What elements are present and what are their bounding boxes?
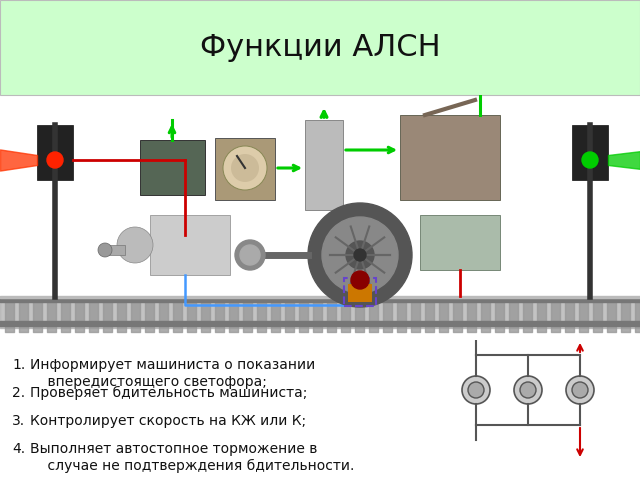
Circle shape (582, 152, 598, 168)
Circle shape (98, 243, 112, 257)
Bar (572, 125, 608, 180)
Text: 1.: 1. (12, 358, 25, 372)
Circle shape (520, 382, 536, 398)
Circle shape (240, 245, 260, 265)
Text: Контролирует скорость на КЖ или К;: Контролирует скорость на КЖ или К; (30, 414, 306, 428)
Circle shape (322, 217, 398, 293)
Bar (344, 278, 376, 306)
Circle shape (235, 240, 265, 270)
Circle shape (351, 271, 369, 289)
Circle shape (566, 376, 594, 404)
Circle shape (354, 249, 366, 261)
Bar (348, 284, 372, 302)
Circle shape (468, 382, 484, 398)
Bar (0, 0, 640, 95)
Circle shape (514, 376, 542, 404)
Bar (305, 120, 343, 210)
Text: 4.: 4. (12, 442, 25, 456)
Text: 3.: 3. (12, 414, 25, 428)
Bar (400, 115, 500, 200)
Circle shape (572, 382, 588, 398)
Bar (140, 140, 205, 195)
Bar (215, 138, 275, 200)
Circle shape (231, 154, 259, 182)
Bar (150, 215, 230, 275)
Text: Выполняет автостопное торможение в
    случае не подтверждения бдительности.: Выполняет автостопное торможение в случа… (30, 442, 355, 473)
Bar (37, 125, 73, 180)
Circle shape (346, 241, 374, 269)
Circle shape (117, 227, 153, 263)
Text: Функции АЛСН: Функции АЛСН (200, 33, 440, 62)
Circle shape (47, 152, 63, 168)
Circle shape (308, 203, 412, 307)
Text: Проверяет бдительность машиниста;: Проверяет бдительность машиниста; (30, 386, 307, 400)
Text: 2.: 2. (12, 386, 25, 400)
Bar (420, 215, 500, 270)
Circle shape (462, 376, 490, 404)
Text: Информирует машиниста о показании
    впередистоящего светофора;: Информирует машиниста о показании вперед… (30, 358, 316, 389)
Circle shape (223, 146, 267, 190)
Bar (105, 245, 125, 255)
